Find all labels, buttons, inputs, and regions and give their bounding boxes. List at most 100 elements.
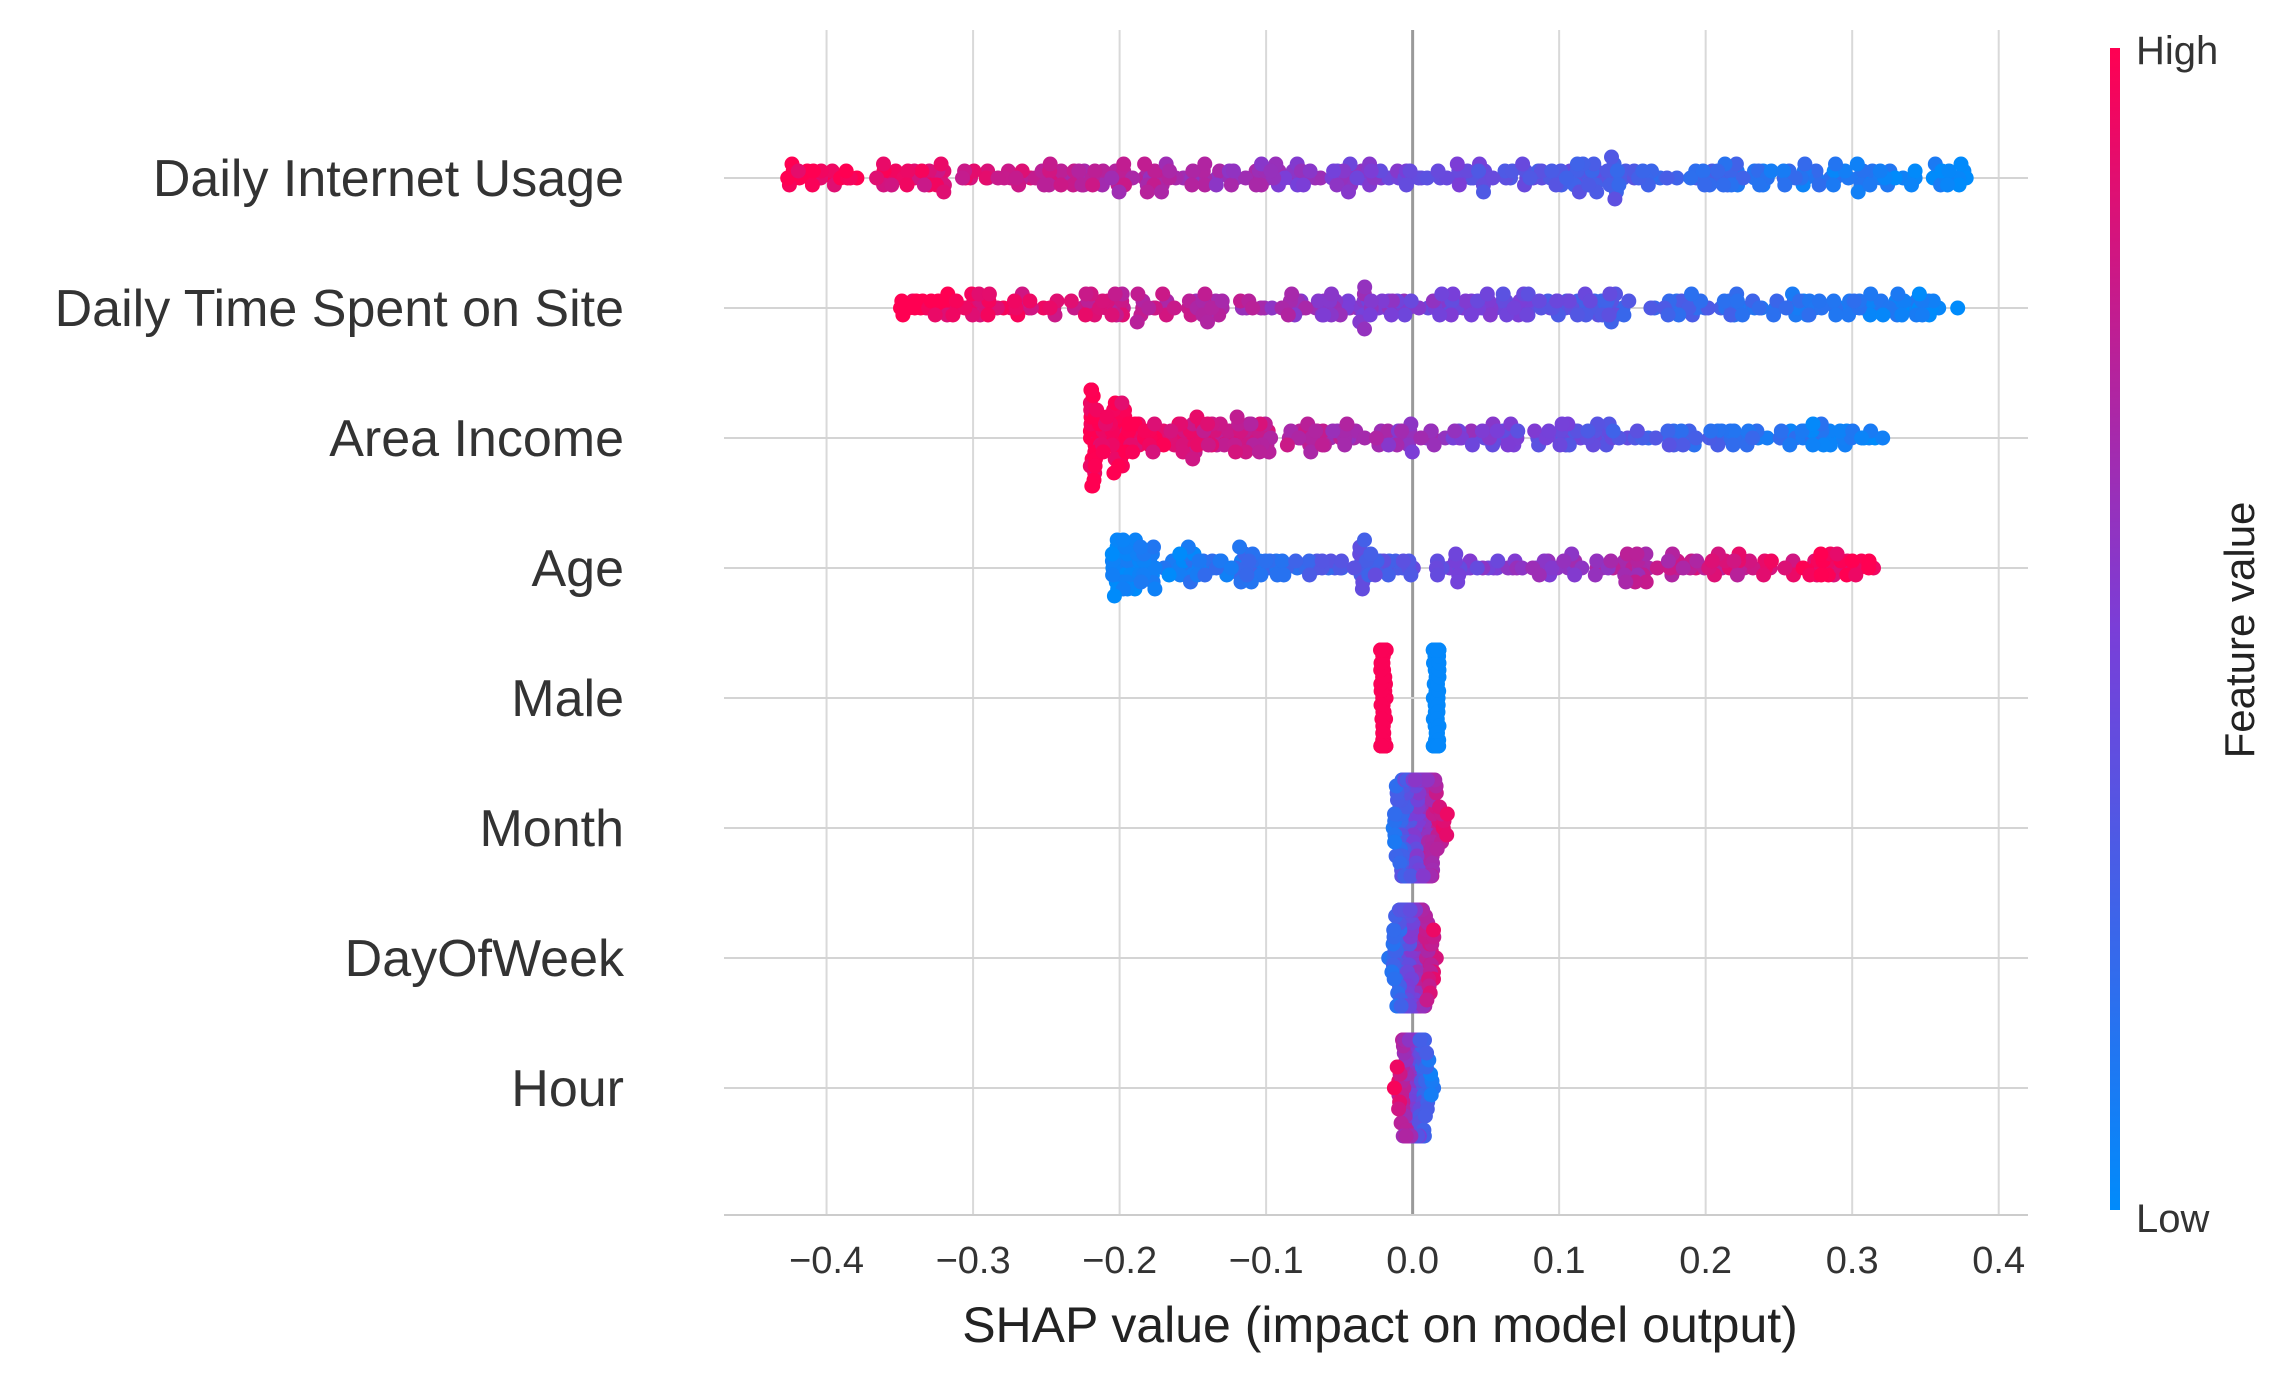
shap-point bbox=[1479, 286, 1495, 302]
shap-point bbox=[1115, 532, 1131, 548]
grid bbox=[724, 30, 2028, 1215]
shap-point bbox=[1156, 437, 1172, 453]
shap-point bbox=[1071, 163, 1087, 179]
shap-point bbox=[1580, 423, 1596, 439]
shap-point bbox=[1084, 382, 1100, 398]
shap-point bbox=[1752, 177, 1768, 193]
shap-point bbox=[1104, 170, 1120, 186]
shap-point bbox=[1904, 177, 1919, 193]
shap-point bbox=[1586, 156, 1602, 172]
shap-point bbox=[1208, 177, 1224, 193]
shap-point bbox=[1137, 156, 1153, 172]
shap-point bbox=[895, 307, 911, 323]
shap-point bbox=[1346, 560, 1362, 576]
shap-point bbox=[1063, 293, 1079, 309]
shap-point bbox=[1430, 567, 1445, 583]
shap-point bbox=[1036, 177, 1052, 193]
shap-point bbox=[1279, 437, 1295, 453]
shap-point bbox=[1339, 416, 1355, 432]
shap-point bbox=[1162, 163, 1177, 179]
shap-point bbox=[1616, 307, 1632, 323]
shap-point bbox=[1326, 163, 1342, 179]
shap-point bbox=[1419, 992, 1435, 1008]
shap-point bbox=[1704, 553, 1720, 569]
shap-point bbox=[1559, 170, 1574, 186]
shap-point bbox=[1430, 738, 1446, 754]
shap-point bbox=[1450, 574, 1466, 590]
shap-point bbox=[1403, 567, 1419, 583]
shap-point bbox=[1715, 177, 1731, 193]
shap-point bbox=[1133, 539, 1149, 555]
shap-point bbox=[1439, 827, 1455, 843]
shap-point bbox=[1447, 423, 1463, 439]
shap-point bbox=[1777, 560, 1793, 576]
shap-point bbox=[1763, 553, 1779, 569]
shap-point bbox=[1894, 307, 1910, 323]
shap-point bbox=[1813, 546, 1829, 562]
shap-point bbox=[1643, 300, 1659, 316]
shap-point bbox=[971, 286, 987, 302]
shap-point bbox=[1007, 293, 1022, 309]
shap-point bbox=[1324, 286, 1339, 302]
feature-label: Male bbox=[511, 670, 624, 728]
shap-point bbox=[1216, 437, 1232, 453]
shap-point bbox=[1116, 156, 1132, 172]
shap-point bbox=[1782, 437, 1798, 453]
shap-point bbox=[1386, 1080, 1402, 1096]
shap-point bbox=[1228, 444, 1243, 460]
shap-point bbox=[1190, 437, 1206, 453]
shap-point bbox=[884, 177, 900, 193]
feature-labels: Daily Internet Usage Daily Time Spent on … bbox=[55, 150, 625, 1118]
shap-point bbox=[1104, 546, 1120, 562]
colorbar-gradient bbox=[2110, 48, 2120, 1210]
shap-point bbox=[1334, 553, 1349, 569]
shap-point bbox=[1581, 177, 1597, 193]
shap-point bbox=[1212, 553, 1228, 569]
shap-point bbox=[1147, 581, 1163, 597]
shap-point bbox=[1604, 149, 1619, 165]
shap-point bbox=[1398, 177, 1414, 193]
shap-point bbox=[1832, 423, 1848, 439]
shap-point bbox=[1805, 437, 1821, 453]
feature-label: Month bbox=[479, 800, 624, 858]
shap-point bbox=[1053, 177, 1069, 193]
shap-point bbox=[1811, 177, 1827, 193]
shap-point bbox=[1443, 307, 1459, 323]
shap-point bbox=[1723, 307, 1739, 323]
shap-point bbox=[790, 163, 806, 179]
shap-point bbox=[1248, 177, 1264, 193]
shap-point bbox=[1394, 423, 1410, 439]
shap-point bbox=[1766, 307, 1782, 323]
shap-point bbox=[1095, 444, 1111, 460]
shap-point bbox=[1263, 163, 1279, 179]
shap-point bbox=[1621, 293, 1637, 309]
shap-point bbox=[1434, 286, 1450, 302]
shap-point bbox=[1200, 416, 1216, 432]
shap-point bbox=[1141, 300, 1157, 316]
shap-point bbox=[1245, 300, 1261, 316]
shap-point bbox=[1085, 177, 1101, 193]
shap-point bbox=[1661, 437, 1677, 453]
shap-point bbox=[933, 156, 949, 172]
shap-point bbox=[1412, 1032, 1428, 1048]
shap-point bbox=[1354, 581, 1370, 597]
x-tick-label: 0.4 bbox=[1972, 1240, 2025, 1282]
shap-point bbox=[1106, 588, 1122, 604]
shap-point bbox=[900, 163, 916, 179]
shap-point bbox=[1386, 971, 1402, 987]
shap-point bbox=[1106, 465, 1122, 481]
shap-point bbox=[1522, 170, 1538, 186]
shap-point bbox=[1751, 300, 1767, 316]
shap-point bbox=[1155, 286, 1171, 302]
shap-point bbox=[955, 170, 970, 186]
shap-point bbox=[1875, 430, 1891, 446]
shap-point bbox=[1773, 423, 1789, 439]
shap-point bbox=[1302, 567, 1317, 583]
shap-point bbox=[1463, 307, 1479, 323]
shap-point bbox=[1387, 834, 1403, 850]
shap-point bbox=[1166, 300, 1182, 316]
shap-point bbox=[1380, 567, 1396, 583]
shap-point bbox=[1549, 293, 1565, 309]
shap-point bbox=[1314, 437, 1330, 453]
